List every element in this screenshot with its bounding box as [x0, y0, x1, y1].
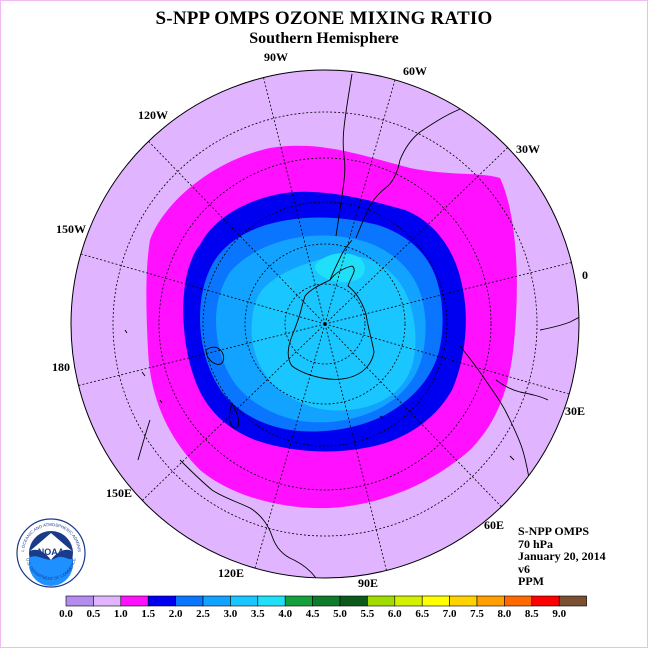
australia-coastline	[137, 419, 317, 578]
legend-swatch	[531, 595, 560, 607]
coastlines	[124, 73, 579, 578]
info-block: S-NPP OMPS 70 hPa January 20, 2014 v6 PP…	[518, 525, 606, 588]
legend-tick-label: 9.0	[552, 608, 567, 620]
legend-tick-label: 0.5	[86, 608, 101, 620]
legend-swatch	[65, 595, 94, 607]
legend-swatch	[257, 595, 286, 607]
legend-swatch	[367, 595, 396, 607]
legend-swatch	[449, 595, 478, 607]
legend-swatch	[120, 595, 149, 607]
southern-islands	[124, 329, 515, 461]
lon-label-90w: 90W	[264, 50, 288, 64]
legend-tick-label: 8.5	[524, 608, 539, 620]
legend-tick-label: 1.0	[113, 608, 128, 620]
lon-label-60e: 60E	[484, 518, 505, 532]
legend-tick-label: 4.0	[278, 608, 293, 620]
madagascar-coastline	[550, 438, 562, 482]
south-america-coastline	[335, 73, 489, 239]
lon-label-60w: 60W	[403, 64, 427, 78]
legend-swatch	[504, 595, 533, 607]
lon-label-0: 0	[582, 268, 588, 282]
legend-swatch	[147, 595, 176, 607]
lon-label-90e: 90E	[358, 576, 379, 590]
legend-tick-label: 7.5	[470, 608, 484, 620]
legend-tick-label: 6.0	[387, 608, 402, 620]
color-legend	[65, 595, 587, 607]
legend-tick-label: 3.5	[250, 608, 265, 620]
legend-tick-label: 1.5	[141, 608, 156, 620]
antarctica-coastline	[287, 265, 375, 380]
legend-swatch	[230, 595, 259, 607]
globe-outline	[70, 69, 580, 579]
info-date: January 20, 2014	[518, 549, 606, 564]
legend-tick-label: 2.5	[196, 608, 210, 620]
info-level: 70 hPa	[518, 536, 554, 551]
legend-swatch	[558, 595, 587, 607]
info-instrument: S-NPP OMPS	[518, 524, 589, 538]
noaa-logo: NOAA NATIONAL OCEANIC AND ATMOSPHERIC AD…	[16, 518, 86, 588]
lon-label-120w: 120W	[138, 108, 168, 122]
legend-swatch	[93, 595, 122, 607]
map-title: S-NPP OMPS OZONE MIXING RATIO	[155, 8, 493, 29]
legend-tick-label: 7.0	[442, 608, 457, 620]
legend-tick-label: 6.5	[415, 608, 430, 620]
map-subtitle: Southern Hemisphere	[249, 30, 399, 47]
legend-swatch	[476, 595, 505, 607]
legend-tick-label: 5.5	[360, 608, 375, 620]
legend-swatch	[421, 595, 450, 607]
lon-label-150w: 150W	[56, 222, 86, 236]
legend-tick-label: 4.5	[305, 608, 320, 620]
lon-label-150e: 150E	[106, 486, 133, 500]
antarctic-peninsula	[329, 239, 353, 281]
legend-swatch	[394, 595, 423, 607]
legend-swatch	[339, 595, 368, 607]
legend-swatch	[284, 595, 313, 607]
graticule	[78, 77, 572, 571]
lon-label-180: 180	[52, 360, 70, 374]
info-version: v6	[518, 561, 530, 576]
lon-label-30w: 30W	[516, 142, 540, 156]
new-zealand-coastline	[205, 346, 239, 429]
legend-tick-label: 3.0	[223, 608, 238, 620]
legend-swatch	[312, 595, 341, 607]
legend-tick-label: 0.0	[59, 608, 73, 620]
lon-label-30e: 30E	[565, 404, 586, 418]
legend-tick-label: 2.0	[168, 608, 183, 620]
africa-coastline	[459, 309, 579, 485]
legend-tick-label: 8.0	[497, 608, 512, 620]
legend-tick-label: 5.0	[333, 608, 347, 620]
lon-label-120e: 120E	[218, 566, 245, 580]
noaa-logo-text: NOAA	[38, 547, 65, 557]
legend-swatch	[175, 595, 204, 607]
info-units: PPM	[518, 574, 544, 589]
legend-swatch	[202, 595, 231, 607]
